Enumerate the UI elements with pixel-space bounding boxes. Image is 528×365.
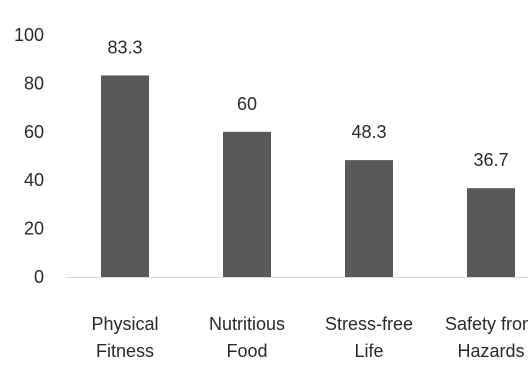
x-tick-label: Life — [354, 341, 383, 361]
x-tick-label: Hazards — [457, 341, 524, 361]
y-axis: 0 20 40 60 80 100 — [14, 25, 44, 287]
bar — [223, 131, 271, 277]
y-tick-label: 60 — [24, 122, 44, 142]
bar — [345, 160, 393, 277]
y-tick-label: 0 — [34, 267, 44, 287]
bar — [101, 75, 149, 277]
x-tick-label: Safety from — [445, 314, 528, 334]
data-labels: 83.3 60 48.3 36.7 — [107, 37, 508, 170]
y-tick-label: 80 — [24, 73, 44, 93]
y-tick-label: 20 — [24, 219, 44, 239]
data-label: 60 — [237, 94, 257, 114]
y-tick-label: 40 — [24, 170, 44, 190]
data-label: 36.7 — [473, 150, 508, 170]
x-tick-label: Stress-free — [325, 314, 413, 334]
x-axis: Physical Fitness Nutritious Food Stress-free… — [91, 314, 528, 361]
bars — [101, 75, 515, 277]
x-tick-label: Physical — [91, 314, 158, 334]
data-label: 83.3 — [107, 37, 142, 57]
x-tick-label: Fitness — [96, 341, 154, 361]
y-tick-label: 100 — [14, 25, 44, 45]
x-tick-label: Food — [226, 341, 267, 361]
bar — [467, 188, 515, 277]
data-label: 48.3 — [351, 122, 386, 142]
x-tick-label: Nutritious — [209, 314, 285, 334]
